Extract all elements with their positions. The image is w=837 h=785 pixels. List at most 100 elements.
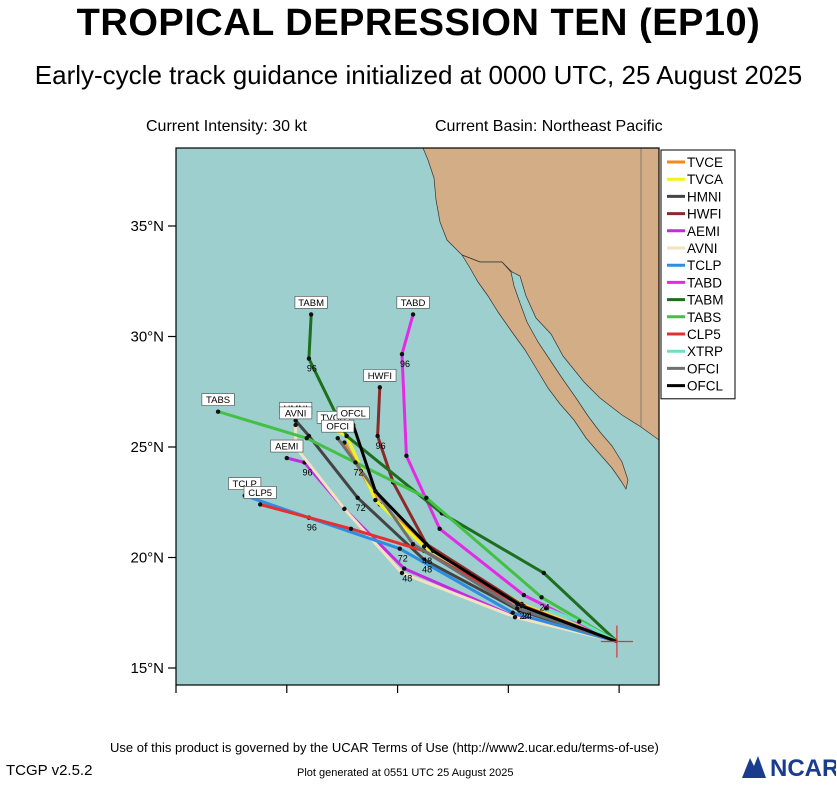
track-tag: TCLP	[233, 479, 257, 490]
track-tag: AVNI	[285, 408, 306, 419]
track-point	[335, 435, 340, 441]
legend-label: HMNI	[687, 189, 722, 204]
track-tag-box	[336, 406, 370, 420]
logo-text: NCAR	[770, 755, 836, 780]
track-point	[348, 526, 354, 531]
forecast-hour-label: 24	[522, 611, 532, 621]
forecast-hour-label: 96	[302, 467, 312, 477]
legend-label: TCLP	[687, 258, 722, 273]
legend-label: TVCA	[687, 172, 723, 187]
track-tag: OFCI	[326, 422, 349, 433]
track-point	[541, 570, 546, 576]
track-tag: OFCL	[341, 408, 366, 419]
forecast-hour-label: 48	[402, 574, 412, 584]
track-tag: CLP5	[248, 488, 272, 499]
legend-box	[660, 149, 736, 400]
track-tag: HWFI	[368, 371, 392, 382]
track-point	[342, 506, 347, 512]
legend-label: AEMI	[687, 224, 720, 239]
legend-label: HWFI	[687, 207, 722, 222]
track-point	[577, 619, 582, 624]
track-tag-box	[294, 296, 328, 309]
track-point	[344, 433, 349, 439]
track-point	[355, 495, 360, 501]
legend-label: XTRP	[687, 344, 723, 359]
y-tick-label: 25°N	[130, 439, 164, 456]
track-tag: TVCA	[321, 413, 347, 424]
forecast-hour-label: 24	[540, 602, 550, 612]
legend-label: TABD	[687, 275, 722, 290]
track-point	[215, 409, 221, 414]
forecast-hour-label: 96	[400, 359, 410, 369]
track-map: TVCA 48 72 HMNI 24 96 HWFI 48 96 AEMI AVNI 72 96 TCLP…	[130, 147, 736, 693]
track-tabm	[307, 314, 618, 643]
land-layer	[422, 148, 659, 490]
track-point	[402, 566, 407, 571]
legend-label: TVCE	[687, 155, 723, 170]
y-tick-label: 15°N	[130, 660, 164, 677]
track-tag-box	[321, 419, 355, 433]
forecast-hour-label: 96	[307, 364, 317, 374]
forecast-hour-label: 72	[398, 554, 408, 564]
plot-frame	[175, 147, 660, 686]
legend: TVCE TVCA HMNI HWFI AEMI AVNI TCLP TABD TABM TABS…	[660, 149, 736, 400]
track-tabd	[400, 313, 618, 643]
track-point	[293, 418, 298, 423]
track-tag: TABS	[206, 395, 230, 406]
track-tag: TABD	[401, 298, 426, 309]
generated-label: Plot generated at 0551 UTC 25 August 202…	[297, 767, 514, 779]
track-point	[293, 422, 298, 428]
forecast-hour-label: 24	[520, 611, 530, 621]
track-point	[375, 433, 380, 439]
track-tag: AEMI	[275, 442, 298, 453]
track-point	[539, 595, 544, 600]
track-point	[399, 570, 405, 576]
land-mainland	[422, 148, 659, 441]
legend-label: TABS	[687, 310, 721, 325]
track-point	[521, 592, 527, 598]
chart-title: TROPICAL DEPRESSION TEN (EP10)	[76, 2, 761, 44]
track-point	[410, 312, 416, 317]
track-tag-box	[201, 393, 235, 406]
current-intensity: Current Intensity: 30 kt	[146, 118, 307, 135]
track-tag-box	[270, 439, 304, 453]
logo-mark-icon	[742, 756, 766, 778]
y-tick-label: 30°N	[130, 329, 164, 346]
version-label: TCGP v2.5.2	[6, 762, 93, 779]
forecast-hour-label: 72	[356, 503, 366, 513]
guidance-tracks	[215, 312, 618, 643]
track-point	[515, 606, 520, 611]
track-point	[257, 502, 263, 507]
chart-subtitle: Early-cycle track guidance initialized a…	[34, 60, 803, 90]
track-tag-box	[279, 406, 313, 420]
track-tag-box	[396, 296, 430, 309]
terms-of-use: Use of this product is governed by the U…	[110, 740, 659, 755]
track-point	[377, 385, 383, 390]
track-point	[304, 435, 309, 441]
track-point	[306, 356, 312, 361]
y-tick-label: 20°N	[130, 550, 164, 567]
track-point	[437, 526, 442, 531]
land-baja	[461, 254, 629, 490]
track-point	[404, 453, 409, 459]
y-tick-label: 35°N	[130, 218, 164, 235]
current-basin: Current Basin: Northeast Pacific	[435, 118, 663, 135]
forecast-hour-label: 96	[307, 523, 317, 533]
track-point	[353, 460, 358, 465]
legend-label: AVNI	[687, 241, 718, 256]
legend-label: CLP5	[687, 327, 721, 342]
ncar-logo: NCAR	[740, 752, 837, 782]
track-point	[373, 497, 378, 503]
forecast-hour-label: 48	[422, 565, 432, 575]
track-point	[510, 610, 515, 615]
track-point	[373, 489, 378, 494]
track-point	[399, 351, 405, 357]
axes: 130°W125°W120°W115°W110°W15°N20°N25°N30°…	[130, 218, 620, 693]
track-point	[430, 548, 436, 554]
track-point	[543, 606, 549, 611]
track-point	[512, 614, 518, 620]
legend-label: OFCI	[687, 361, 719, 376]
track-tag-box	[363, 369, 397, 382]
forecast-hour-label: 72	[353, 467, 363, 477]
track-tag-box	[243, 486, 277, 499]
